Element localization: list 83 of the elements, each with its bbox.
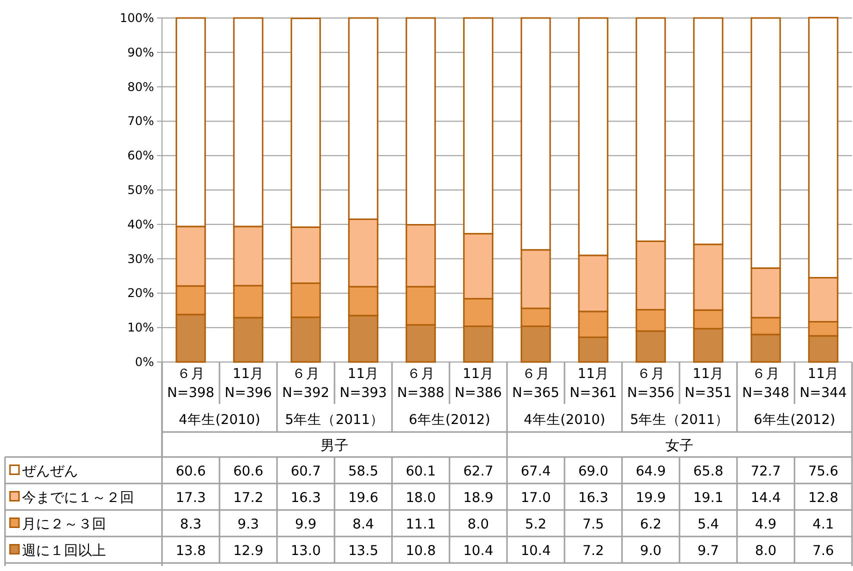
y-tick-label: 30% [127, 252, 154, 266]
data-label: 10.8 [406, 542, 436, 559]
y-tick-label: 60% [127, 148, 154, 163]
data-label: 69.0 [578, 463, 608, 480]
y-tick-label: 80% [127, 80, 154, 94]
x-tick-label: ６月 N=365 [512, 366, 560, 401]
x-tick-label: 11月 N=351 [684, 366, 732, 401]
text: 男子 [320, 438, 348, 454]
text: 6年生(2012) [408, 412, 490, 428]
data-label: 64.9 [636, 463, 666, 480]
data-label: 8.0 [755, 542, 776, 559]
data-label: 6.2 [640, 516, 662, 532]
x-tick-label: 11月 N=386 [454, 366, 502, 401]
data-label: 7.6 [812, 542, 834, 559]
x-tick-label: ６月 N=392 [282, 366, 330, 401]
data-label: 19.6 [348, 490, 378, 506]
x-tick-label: 11月 N=396 [224, 366, 272, 401]
y-tick-label: 20% [127, 286, 154, 300]
data-label: 10.4 [520, 542, 551, 559]
x-tick-label: 11月 N=393 [340, 366, 387, 401]
data-label: 12.8 [808, 490, 838, 506]
data-label: 5.2 [525, 516, 546, 532]
data-label: 10.4 [463, 542, 494, 559]
data-label: 58.5 [348, 463, 378, 480]
x-tick-label: ６月 N=356 [627, 366, 674, 401]
data-label: 62.7 [463, 463, 494, 480]
legend-label: 週に１回以上 [22, 542, 106, 559]
data-label: 13.8 [176, 542, 206, 559]
x-tick-label: 11月 N=361 [570, 366, 617, 401]
data-label: 60.6 [233, 463, 264, 480]
data-label: 9.7 [698, 542, 719, 559]
y-tick-label: 40% [127, 217, 154, 232]
text: 6年生(2012) [754, 412, 836, 428]
data-label: 8.3 [180, 516, 202, 532]
data-label: 13.0 [290, 542, 321, 559]
data-label: 7.5 [582, 516, 604, 532]
data-label: 75.6 [808, 463, 838, 480]
data-label: 16.3 [578, 490, 608, 506]
legend-label: 今までに１～２回 [22, 490, 134, 506]
text: 5年生（2011） [630, 412, 729, 428]
legend-label: 月に２～３回 [22, 516, 106, 532]
data-label: 17.3 [176, 490, 206, 506]
data-label: 18.0 [406, 490, 436, 506]
data-label: 5.4 [698, 516, 719, 532]
data-label: 16.3 [290, 490, 321, 506]
data-label: 7.2 [582, 542, 604, 559]
data-label: 4.1 [812, 516, 834, 532]
text: 4年生(2010) [178, 412, 260, 428]
text: 5年生（2011） [285, 412, 384, 428]
data-label: 8.0 [468, 516, 489, 532]
data-label: 4.9 [755, 516, 776, 532]
legend-label: ぜんぜん [22, 463, 78, 480]
y-tick-label: 10% [127, 320, 154, 335]
data-label: 11.1 [406, 516, 436, 532]
data-label: 17.0 [520, 490, 551, 506]
x-tick-label: 11月 N=344 [800, 366, 847, 401]
data-label: 18.9 [463, 490, 494, 506]
data-label: 13.5 [348, 542, 378, 559]
data-label: 8.4 [352, 516, 374, 532]
text: 女子 [666, 438, 694, 454]
data-label: 67.4 [520, 463, 551, 480]
data-label: 60.7 [290, 463, 321, 480]
x-tick-label: ６月 N=348 [742, 366, 790, 401]
data-label: 9.3 [238, 516, 259, 532]
data-label: 9.9 [295, 516, 316, 532]
y-tick-label: 100% [120, 11, 154, 25]
data-label: 14.4 [750, 490, 781, 506]
y-tick-label: 0% [134, 355, 154, 369]
data-label: 19.1 [693, 490, 724, 506]
data-label: 9.0 [640, 542, 662, 559]
y-tick-label: 70% [127, 114, 154, 128]
x-tick-label: ６月 N=388 [397, 366, 444, 401]
data-label: 72.7 [750, 463, 781, 480]
data-label: 17.2 [233, 490, 264, 506]
data-label: 65.8 [693, 463, 724, 480]
data-label: 12.9 [233, 542, 264, 559]
y-tick-label: 90% [127, 45, 154, 60]
data-label: 19.9 [636, 490, 666, 506]
x-tick-label: ６月 N=398 [167, 366, 214, 401]
text: 4年生(2010) [524, 412, 606, 428]
y-tick-label: 50% [127, 183, 154, 197]
data-label: 60.1 [406, 463, 436, 480]
data-label: 60.6 [176, 463, 206, 480]
